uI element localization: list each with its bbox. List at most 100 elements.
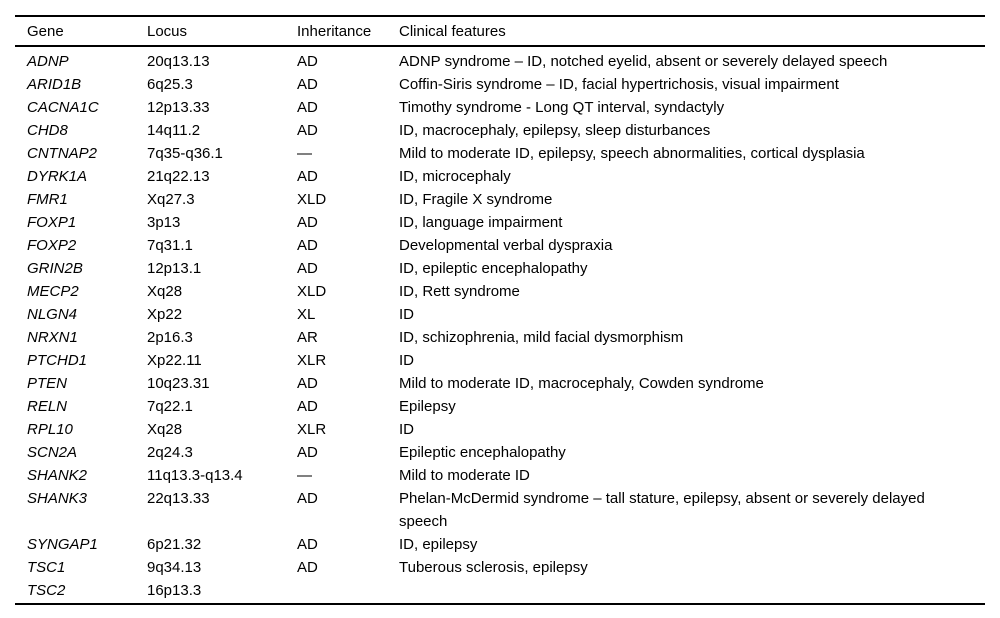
gene-cell: CNTNAP2 xyxy=(27,145,98,162)
clinical-features-text: Phelan-McDermid syndrome – tall stature,… xyxy=(399,490,925,530)
clinical-features-text: ADNP syndrome – ID, notched eyelid, abse… xyxy=(399,53,888,70)
clinical-features-text: ID xyxy=(399,306,414,323)
table-row: FOXP2 7q31.1 AD Developmental verbal dys… xyxy=(15,234,985,257)
gene-cell: NRXN1 xyxy=(27,329,78,346)
clinical-features-cell: ID xyxy=(387,349,985,372)
clinical-features-cell: Epileptic encephalopathy xyxy=(387,441,985,464)
clinical-features-cell: Phelan-McDermid syndrome – tall stature,… xyxy=(387,487,985,533)
locus-cell: Xq28 xyxy=(147,283,183,300)
gene-cell: DYRK1A xyxy=(27,168,88,185)
table-row: NRXN1 2p16.3 AR ID, schizophrenia, mild … xyxy=(15,326,985,349)
locus-cell: 12p13.33 xyxy=(147,99,210,116)
inheritance-cell: XLD xyxy=(297,191,327,208)
clinical-features-text: Epilepsy xyxy=(399,398,456,415)
inheritance-cell: — xyxy=(297,467,312,484)
clinical-features-cell: ID xyxy=(387,418,985,441)
clinical-features-text: ID, Rett syndrome xyxy=(399,283,520,300)
clinical-features-cell: Mild to moderate ID xyxy=(387,464,985,487)
table-row: FMR1 Xq27.3 XLD ID, Fragile X syndrome xyxy=(15,188,985,211)
inheritance-cell xyxy=(285,579,387,604)
gene-cell: RELN xyxy=(27,398,68,415)
clinical-features-text: ID, language impairment xyxy=(399,214,563,231)
table-row: FOXP1 3p13 AD ID, language impairment xyxy=(15,211,985,234)
inheritance-cell: AD xyxy=(297,122,318,139)
locus-cell: Xq27.3 xyxy=(147,191,195,208)
table-row: CACNA1C 12p13.33 AD Timothy syndrome - L… xyxy=(15,96,985,119)
gene-cell: RPL10 xyxy=(27,421,73,438)
locus-cell: 20q13.13 xyxy=(147,53,210,70)
table-row: RPL10 Xq28 XLR ID xyxy=(15,418,985,441)
clinical-features-text: ID, schizophrenia, mild facial dysmorphi… xyxy=(399,329,684,346)
column-header-gene: Gene xyxy=(15,16,135,47)
locus-cell: 6q25.3 xyxy=(147,76,193,93)
clinical-features-cell: Timothy syndrome - Long QT interval, syn… xyxy=(387,96,985,119)
locus-cell: 21q22.13 xyxy=(147,168,210,185)
table-body: ADNP 20q13.13 AD ADNP syndrome – ID, not… xyxy=(15,46,985,604)
clinical-features-cell: ID xyxy=(387,303,985,326)
locus-cell: 11q13.3-q13.4 xyxy=(147,467,243,484)
table-row: SYNGAP1 6p21.32 AD ID, epilepsy xyxy=(15,533,985,556)
locus-cell: 6p21.32 xyxy=(147,536,202,553)
locus-cell: 2q24.3 xyxy=(147,444,193,461)
clinical-features-cell: ADNP syndrome – ID, notched eyelid, abse… xyxy=(387,46,985,73)
inheritance-cell: AR xyxy=(297,329,318,346)
clinical-features-text: Coffin-Siris syndrome – ID, facial hyper… xyxy=(399,76,839,93)
clinical-features-text: ID, epilepsy xyxy=(399,536,478,553)
clinical-features-cell: ID, microcephaly xyxy=(387,165,985,188)
clinical-features-cell: Epilepsy xyxy=(387,395,985,418)
inheritance-cell: AD xyxy=(297,536,318,553)
table-header: Gene Locus Inheritance Clinical features xyxy=(15,16,985,47)
clinical-features-text: Mild to moderate ID, epilepsy, speech ab… xyxy=(399,145,865,162)
column-header-clinical-features: Clinical features xyxy=(387,16,985,47)
gene-cell: PTEN xyxy=(27,375,68,392)
table-row: ARID1B 6q25.3 AD Coffin-Siris syndrome –… xyxy=(15,73,985,96)
inheritance-cell: AD xyxy=(297,53,318,70)
gene-cell: FOXP1 xyxy=(27,214,77,231)
gene-cell: ARID1B xyxy=(27,76,82,93)
locus-cell: 3p13 xyxy=(147,214,181,231)
inheritance-cell: XLR xyxy=(297,352,327,369)
inheritance-cell: AD xyxy=(297,214,318,231)
inheritance-cell: AD xyxy=(297,559,318,576)
gene-table: Gene Locus Inheritance Clinical features… xyxy=(15,15,985,605)
gene-cell: GRIN2B xyxy=(27,260,83,277)
clinical-features-text: ID, Fragile X syndrome xyxy=(399,191,553,208)
inheritance-cell: — xyxy=(297,145,312,162)
table-row: PTCHD1 Xp22.11 XLR ID xyxy=(15,349,985,372)
table-row: TSC1 9q34.13 AD Tuberous sclerosis, epil… xyxy=(15,556,985,579)
clinical-features-text: ID xyxy=(399,352,414,369)
table-row: ADNP 20q13.13 AD ADNP syndrome – ID, not… xyxy=(15,46,985,73)
inheritance-cell: AD xyxy=(297,76,318,93)
clinical-features-cell: ID, schizophrenia, mild facial dysmorphi… xyxy=(387,326,985,349)
inheritance-cell: XLR xyxy=(297,421,327,438)
locus-cell: 12p13.1 xyxy=(147,260,202,277)
table-row: CHD8 14q11.2 AD ID, macrocephaly, epilep… xyxy=(15,119,985,142)
clinical-features-text: Mild to moderate ID, macrocephaly, Cowde… xyxy=(399,375,764,392)
clinical-features-text: ID xyxy=(399,421,414,438)
gene-cell: SHANK3 xyxy=(27,490,88,507)
gene-cell: SCN2A xyxy=(27,444,78,461)
table-header-row: Gene Locus Inheritance Clinical features xyxy=(15,16,985,47)
table-row: NLGN4 Xp22 XL ID xyxy=(15,303,985,326)
column-header-inheritance: Inheritance xyxy=(285,16,387,47)
inheritance-cell: AD xyxy=(297,237,318,254)
inheritance-cell: AD xyxy=(297,375,318,392)
clinical-features-cell: ID, epilepsy xyxy=(387,533,985,556)
locus-cell: 22q13.33 xyxy=(147,490,210,507)
locus-cell: 2p16.3 xyxy=(147,329,193,346)
table-row: GRIN2B 12p13.1 AD ID, epileptic encephal… xyxy=(15,257,985,280)
clinical-features-text: Developmental verbal dyspraxia xyxy=(399,237,613,254)
inheritance-cell: AD xyxy=(297,168,318,185)
clinical-features-text: ID, epileptic encephalopathy xyxy=(399,260,588,277)
gene-cell: CHD8 xyxy=(27,122,68,139)
locus-cell: 16p13.3 xyxy=(147,582,202,599)
table-row: PTEN 10q23.31 AD Mild to moderate ID, ma… xyxy=(15,372,985,395)
inheritance-cell: AD xyxy=(297,398,318,415)
clinical-features-cell: Mild to moderate ID, macrocephaly, Cowde… xyxy=(387,372,985,395)
clinical-features-cell: ID, Fragile X syndrome xyxy=(387,188,985,211)
clinical-features-cell: ID, language impairment xyxy=(387,211,985,234)
clinical-features-cell: Developmental verbal dyspraxia xyxy=(387,234,985,257)
gene-cell: FMR1 xyxy=(27,191,68,208)
inheritance-cell: XL xyxy=(297,306,316,323)
column-header-locus: Locus xyxy=(135,16,285,47)
